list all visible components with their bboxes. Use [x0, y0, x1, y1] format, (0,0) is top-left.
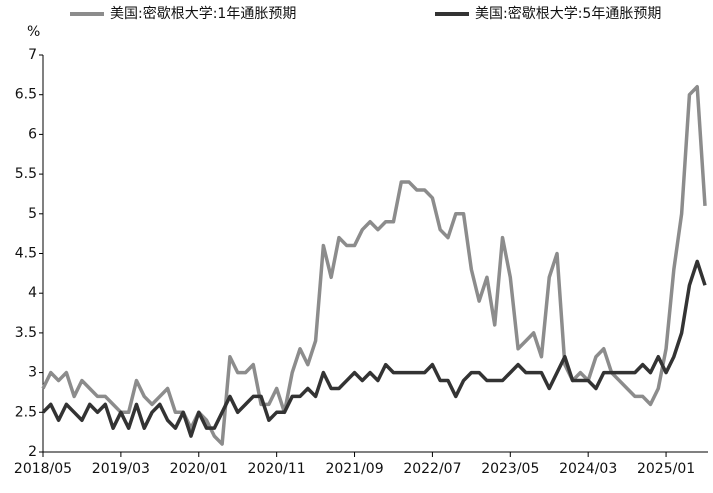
- y-tick-label: 4: [28, 285, 37, 301]
- y-tick-label: 6: [28, 126, 37, 142]
- x-tick-label: 2022/07: [403, 461, 461, 477]
- y-tick-label: 2.5: [15, 404, 37, 420]
- x-tick-label: 2020/11: [248, 461, 306, 477]
- x-tick-label: 2020/01: [170, 461, 228, 477]
- y-tick-label: 5: [28, 206, 37, 222]
- y-tick-label: 4.5: [15, 246, 37, 262]
- x-tick-label: 2023/05: [481, 461, 539, 477]
- x-tick-label: 2021/09: [325, 461, 383, 477]
- series-line: [41, 259, 707, 438]
- x-tick-label: 2018/05: [14, 461, 72, 477]
- y-axis-label: %: [27, 24, 40, 40]
- y-tick-label: 2: [28, 444, 37, 460]
- x-tick-label: 2025/01: [637, 461, 695, 477]
- y-tick-label: 3.5: [15, 325, 37, 341]
- y-tick-label: 7: [28, 47, 37, 63]
- x-tick-label: 2024/03: [559, 461, 617, 477]
- y-tick-label: 3: [28, 365, 37, 381]
- x-tick-label: 2019/03: [92, 461, 150, 477]
- series-line: [41, 85, 707, 446]
- legend-label: 美国:密歇根大学:5年通胀预期: [475, 5, 661, 22]
- y-tick-label: 5.5: [15, 166, 37, 182]
- legend-label: 美国:密歇根大学:1年通胀预期: [110, 5, 296, 22]
- y-tick-label: 6.5: [15, 87, 37, 103]
